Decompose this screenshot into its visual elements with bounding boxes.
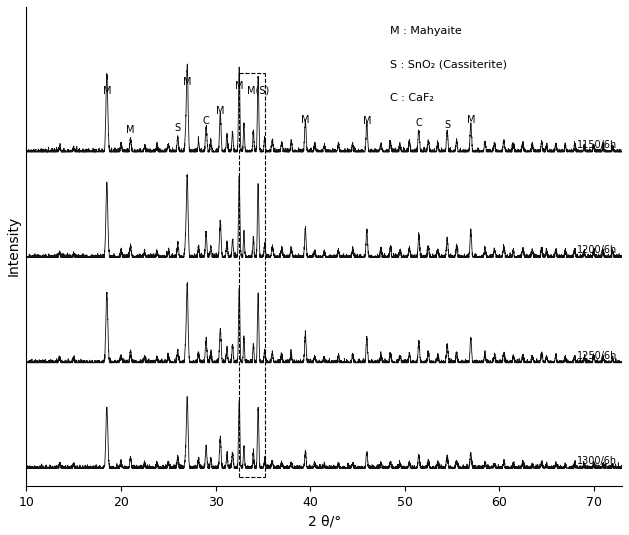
Text: M: M [235, 81, 243, 91]
Text: C: C [203, 117, 209, 126]
Text: 1200/6h: 1200/6h [577, 245, 617, 255]
Text: 1300/6h: 1300/6h [577, 456, 617, 466]
Text: M : Mahyaite: M : Mahyaite [390, 26, 462, 36]
Y-axis label: Intensity: Intensity [7, 216, 21, 277]
Text: 1250/6h: 1250/6h [577, 350, 617, 361]
Text: 1150/6h: 1150/6h [577, 140, 617, 150]
Text: M: M [216, 106, 225, 116]
Text: M: M [362, 117, 371, 126]
Text: C: C [415, 118, 422, 128]
Text: S: S [444, 120, 450, 130]
Text: M: M [467, 114, 475, 125]
Text: M: M [126, 125, 135, 135]
Text: S: S [175, 124, 181, 133]
Text: M: M [103, 86, 111, 96]
Text: M: M [301, 114, 309, 125]
Text: C : CaF₂: C : CaF₂ [390, 93, 433, 103]
Text: M: M [183, 77, 191, 87]
Text: S : SnO₂ (Cassiterite): S : SnO₂ (Cassiterite) [390, 59, 507, 70]
Text: M(S): M(S) [247, 86, 269, 96]
X-axis label: 2 θ/°: 2 θ/° [308, 514, 341, 528]
